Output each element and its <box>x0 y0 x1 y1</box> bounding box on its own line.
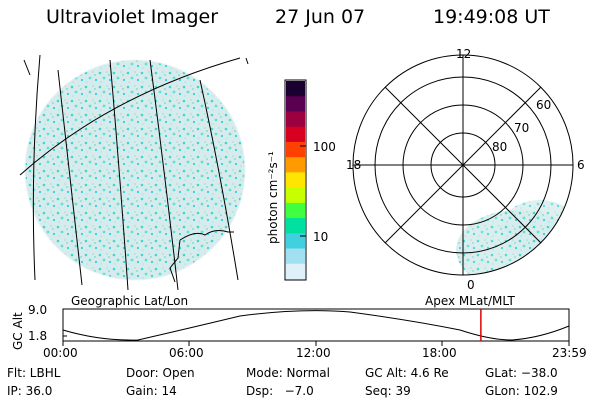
altitude-axis-label: GC Alt <box>11 312 25 350</box>
colorbar-tick-100: 100 <box>313 140 336 154</box>
altitude-plot <box>62 308 570 346</box>
status-ip: IP: 36.0 <box>7 384 53 398</box>
instrument-title: Ultraviolet Imager <box>46 6 219 28</box>
polar-lat-70: 70 <box>514 121 530 135</box>
apex-label: Apex MLat/MLT <box>425 294 515 308</box>
colorbar-band <box>286 248 305 265</box>
status-glat: GLat: −38.0 <box>485 366 558 380</box>
polar-label-12: 12 <box>456 47 472 61</box>
colorbar-band <box>286 111 305 128</box>
colorbar-band <box>286 218 305 234</box>
colorbar-tick-10: 10 <box>313 230 329 244</box>
time-label: 19:49:08 UT <box>433 6 550 28</box>
time-tick-2359: 23:59 <box>552 346 587 360</box>
geographic-label: Geographic Lat/Lon <box>71 294 189 308</box>
altitude-tick-low: 1.8 <box>28 329 48 343</box>
time-tick-1200: 12:00 <box>296 346 331 360</box>
colorbar-unit-label: photon cm⁻²s⁻¹ <box>266 151 280 244</box>
polar-label-0: 0 <box>467 278 475 292</box>
colorbar-band <box>286 126 305 143</box>
status-glon: GLon: 102.9 <box>485 384 558 398</box>
colorbar-band <box>286 81 305 97</box>
colorbar-band <box>286 96 305 112</box>
colorbar-band <box>286 202 305 219</box>
time-tick-1800: 18:00 <box>422 346 457 360</box>
polar-label-6: 6 <box>577 158 585 172</box>
date-label: 27 Jun 07 <box>275 6 366 28</box>
time-tick-0000: 00:00 <box>43 346 78 360</box>
colorbar-band <box>286 233 305 250</box>
colorbar-band <box>286 172 305 189</box>
colorbar-band <box>286 141 305 158</box>
polar-lat-80: 80 <box>492 140 508 154</box>
colorbar-band <box>286 157 305 173</box>
altitude-tick-high: 9.0 <box>28 303 48 317</box>
status-mode: Mode: Normal <box>246 366 330 380</box>
status-door: Door: Open <box>126 366 195 380</box>
status-seq: Seq: 39 <box>365 384 411 398</box>
status-dsp: Dsp: −7.0 <box>246 384 314 398</box>
geographic-image <box>24 59 246 281</box>
colorbar-band <box>286 187 305 204</box>
apex-polar-plot <box>352 54 574 276</box>
status-filter: Flt: LBHL <box>7 366 61 380</box>
geographic-grid-lines <box>19 54 249 291</box>
status-gc-alt: GC Alt: 4.6 Re <box>365 366 449 380</box>
colorbar <box>284 79 307 281</box>
polar-lat-60: 60 <box>536 98 552 112</box>
polar-label-18: 18 <box>346 158 362 172</box>
status-gain: Gain: 14 <box>126 384 177 398</box>
colorbar-band <box>286 263 305 280</box>
time-tick-0600: 06:00 <box>169 346 204 360</box>
